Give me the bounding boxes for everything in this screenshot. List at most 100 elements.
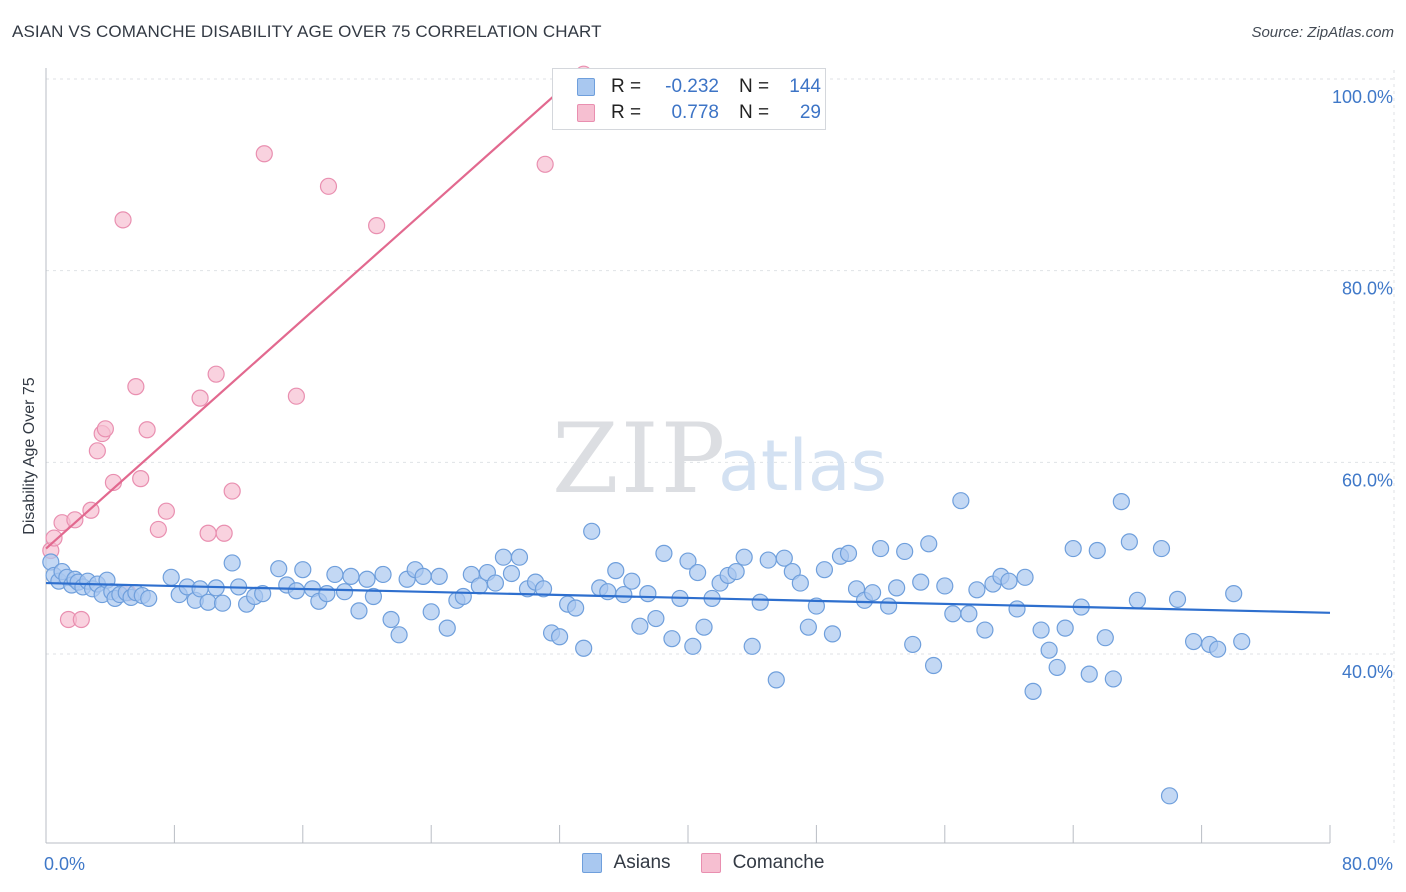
comanche-point bbox=[114, 211, 132, 229]
asians-point bbox=[438, 619, 456, 637]
asians-point bbox=[952, 492, 970, 510]
asians-point bbox=[655, 544, 673, 562]
asians-point bbox=[912, 573, 930, 591]
asians-point bbox=[663, 630, 681, 648]
y-tick-label: 40.0% bbox=[1342, 662, 1393, 682]
comanche-point bbox=[66, 511, 84, 529]
asians-point bbox=[140, 589, 158, 608]
asians-point bbox=[767, 671, 785, 689]
asians-point bbox=[1008, 600, 1026, 618]
asians-point bbox=[1112, 493, 1130, 511]
asians-point bbox=[374, 565, 392, 584]
y-tick-label: 80.0% bbox=[1342, 279, 1393, 299]
r-label: R = bbox=[611, 102, 642, 123]
source-label: Source: ZipAtlas.com bbox=[1251, 24, 1394, 41]
asians-point bbox=[1016, 568, 1034, 586]
asians-point bbox=[583, 522, 601, 540]
comanche-point bbox=[72, 610, 90, 629]
asians-point bbox=[944, 605, 962, 623]
asians-point bbox=[1128, 591, 1147, 609]
comanche-trend-line bbox=[45, 68, 585, 550]
asians-point bbox=[1056, 619, 1074, 637]
asians-point bbox=[863, 584, 882, 602]
r-value: -0.232 bbox=[665, 76, 719, 97]
asians-points bbox=[42, 492, 1251, 805]
asians-point bbox=[326, 565, 344, 584]
asians-point bbox=[871, 539, 890, 558]
asians-point bbox=[270, 560, 288, 578]
x-tick-label: 0.0% bbox=[44, 854, 85, 874]
n-value: 144 bbox=[789, 76, 821, 97]
asians-point bbox=[727, 562, 745, 581]
r-label: R = bbox=[611, 76, 642, 97]
x-tick-label: 80.0% bbox=[1342, 854, 1393, 874]
asians-point bbox=[623, 572, 641, 590]
asians-point bbox=[350, 602, 368, 620]
comanche-point bbox=[138, 421, 156, 439]
asians-point bbox=[335, 583, 354, 601]
asians-point bbox=[823, 625, 842, 643]
asians-point bbox=[486, 574, 504, 592]
asians-point bbox=[607, 562, 625, 580]
legend-label-asians: Asians bbox=[613, 852, 671, 873]
stats-row-asians: R = -0.232 N = 144 bbox=[553, 74, 821, 100]
asians-point bbox=[1032, 621, 1050, 639]
stats-legend: R = -0.232 N = 144 R = 0.778 N = 29 bbox=[552, 68, 826, 130]
asians-point bbox=[494, 548, 513, 566]
legend-label-comanche: Comanche bbox=[732, 852, 825, 873]
asians-point bbox=[695, 618, 713, 636]
asians-point bbox=[454, 587, 472, 606]
comanche-point bbox=[45, 529, 63, 547]
asians-point bbox=[382, 610, 400, 629]
asians-point bbox=[1024, 682, 1042, 700]
asians-point bbox=[968, 581, 986, 599]
y-axis-label: Disability Age Over 75 bbox=[21, 377, 38, 535]
comanche-point bbox=[215, 524, 233, 542]
asians-point bbox=[880, 597, 898, 615]
comanche-point bbox=[255, 145, 273, 163]
n-label: N = bbox=[739, 76, 770, 97]
asians-point bbox=[1168, 590, 1187, 608]
comanche-point bbox=[191, 389, 209, 407]
asians-point bbox=[223, 554, 241, 572]
asians-point bbox=[364, 587, 383, 606]
tick-labels: 100.0% 80.0% 60.0% 40.0% 0.0% 80.0% bbox=[44, 87, 1393, 874]
asians-point bbox=[1209, 640, 1227, 658]
asians-point bbox=[287, 582, 305, 600]
asians-point bbox=[743, 637, 761, 655]
stats-row-comanche: R = 0.778 N = 29 bbox=[553, 100, 821, 126]
asians-point bbox=[342, 567, 360, 585]
asians-point bbox=[534, 580, 553, 598]
asians-point bbox=[759, 551, 777, 569]
watermark-zip: ZIP bbox=[552, 403, 727, 515]
asians-point bbox=[213, 594, 232, 612]
series-legend: Asians Comanche bbox=[0, 852, 1406, 874]
comanche-point bbox=[319, 177, 338, 195]
asians-point bbox=[1152, 539, 1171, 558]
asians-point bbox=[567, 599, 585, 617]
asians-point bbox=[904, 635, 922, 654]
comanche-point bbox=[207, 365, 225, 383]
asians-point bbox=[1233, 632, 1251, 651]
asians-point bbox=[1160, 787, 1179, 805]
comanche-point bbox=[127, 378, 145, 396]
watermark: ZIP atlas bbox=[552, 403, 887, 515]
asians-point bbox=[839, 544, 858, 562]
asians-point bbox=[318, 585, 336, 603]
asians-point bbox=[254, 585, 272, 603]
asians-point bbox=[550, 628, 569, 646]
asians-point bbox=[751, 593, 769, 611]
asians-point bbox=[1104, 670, 1122, 688]
asians-point bbox=[1040, 641, 1058, 659]
legend-item-asians[interactable]: Asians bbox=[581, 852, 671, 874]
asians-point bbox=[888, 579, 906, 597]
r-value: 0.778 bbox=[671, 102, 719, 123]
asians-point bbox=[1184, 632, 1203, 651]
asians-point bbox=[799, 618, 817, 636]
comanche-point bbox=[536, 155, 554, 173]
comanche-point bbox=[132, 470, 150, 488]
legend-item-comanche[interactable]: Comanche bbox=[700, 852, 825, 874]
asians-swatch bbox=[577, 78, 595, 96]
asians-point bbox=[1064, 539, 1082, 558]
